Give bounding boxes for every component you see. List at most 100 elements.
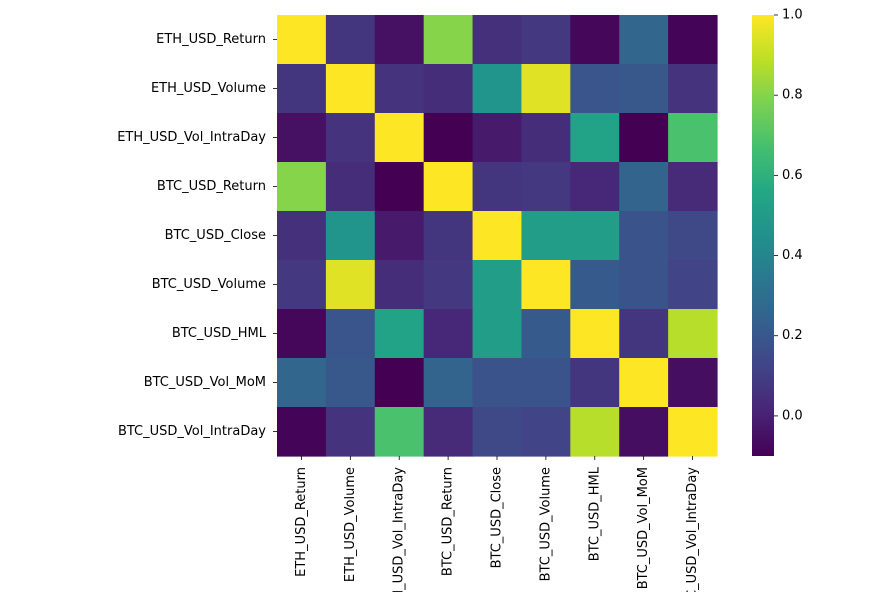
heatmap-cell-2-4	[472, 113, 523, 163]
colorbar-tick-label: 1.0	[782, 8, 803, 23]
heatmap-cell-2-1	[325, 113, 376, 163]
heatmap-cell-7-7	[619, 358, 669, 408]
heatmap-cell-5-1	[325, 260, 376, 310]
row-label: BTC_USD_Vol_MoM	[144, 375, 266, 390]
heatmap-cell-0-0	[277, 15, 327, 65]
heatmap-cells	[277, 15, 718, 457]
heatmap-cell-7-4	[472, 358, 523, 408]
column-label: ETH_USD_Return	[294, 467, 309, 577]
row-label: BTC_USD_Volume	[152, 277, 266, 292]
colorbar-tick-label: 0.0	[782, 408, 803, 423]
heatmap-cell-3-2	[374, 162, 425, 212]
heatmap-cell-6-7	[619, 309, 669, 359]
heatmap-cell-0-2	[374, 15, 425, 65]
heatmap-cell-4-7	[619, 211, 669, 261]
heatmap-cell-0-1	[325, 15, 376, 65]
heatmap-cell-7-5	[521, 358, 571, 408]
heatmap-cell-2-0	[277, 113, 327, 163]
heatmap-cell-2-6	[570, 113, 620, 163]
heatmap-cell-0-7	[619, 15, 669, 65]
heatmap-cell-4-0	[277, 211, 327, 261]
heatmap-cell-7-6	[570, 358, 620, 408]
heatmap-cell-8-0	[277, 407, 327, 457]
heatmap-cell-6-6	[570, 309, 620, 359]
heatmap-cell-0-8	[668, 15, 718, 65]
heatmap-cell-3-1	[325, 162, 376, 212]
heatmap-cell-8-6	[570, 407, 620, 457]
colorbar-gradient	[752, 15, 774, 456]
heatmap-cell-8-2	[374, 407, 425, 457]
column-label: ETH_USD_Vol_IntraDay	[392, 467, 407, 592]
heatmap-cell-8-3	[423, 407, 474, 457]
row-label: BTC_USD_Vol_IntraDay	[118, 424, 266, 439]
heatmap-cell-1-8	[668, 64, 718, 114]
heatmap-cell-5-6	[570, 260, 620, 310]
heatmap-cell-4-4	[472, 211, 523, 261]
heatmap-cell-0-5	[521, 15, 571, 65]
heatmap-cell-8-8	[668, 407, 718, 457]
heatmap-cell-4-2	[374, 211, 425, 261]
heatmap-cell-1-0	[277, 64, 327, 114]
heatmap-cell-7-2	[374, 358, 425, 408]
heatmap-cell-5-0	[277, 260, 327, 310]
colorbar-tick-label: 0.2	[782, 328, 803, 343]
heatmap-cell-3-8	[668, 162, 718, 212]
column-label: BTC_USD_Return	[441, 467, 456, 576]
heatmap-cell-7-0	[277, 358, 327, 408]
colorbar-tick-label: 0.4	[782, 248, 803, 263]
row-label: BTC_USD_Close	[165, 228, 266, 243]
heatmap-cell-2-3	[423, 113, 474, 163]
heatmap-cell-6-2	[374, 309, 425, 359]
row-label: BTC_USD_HML	[172, 326, 267, 341]
heatmap-cell-4-1	[325, 211, 376, 261]
row-label: ETH_USD_Return	[156, 32, 266, 47]
heatmap-cell-5-2	[374, 260, 425, 310]
heatmap-cell-1-6	[570, 64, 620, 114]
heatmap-cell-7-8	[668, 358, 718, 408]
colorbar: 0.0 0.2 0.4 0.6 0.8 1.0	[752, 8, 803, 456]
heatmap-cell-1-2	[374, 64, 425, 114]
row-label: ETH_USD_Volume	[151, 81, 266, 96]
row-label: ETH_USD_Vol_IntraDay	[117, 130, 266, 145]
column-label: BTC_USD_Vol_MoM	[636, 467, 651, 589]
colorbar-tick-label: 0.8	[782, 88, 803, 103]
heatmap-cell-3-3	[423, 162, 474, 212]
heatmap-cell-5-5	[521, 260, 571, 310]
heatmap-cell-1-5	[521, 64, 571, 114]
heatmap-cell-2-5	[521, 113, 571, 163]
column-label: ETH_USD_Volume	[343, 467, 358, 582]
column-tick-labels: ETH_USD_Return ETH_USD_Volume ETH_USD_Vol_…	[294, 456, 700, 592]
heatmap-cell-7-1	[325, 358, 376, 408]
heatmap-cell-5-8	[668, 260, 718, 310]
heatmap-cell-6-4	[472, 309, 523, 359]
heatmap-cell-8-4	[472, 407, 523, 457]
column-label: BTC_USD_Vol_IntraDay	[685, 467, 700, 592]
row-label: BTC_USD_Return	[157, 179, 266, 194]
column-label: BTC_USD_HML	[587, 466, 602, 561]
heatmap-cell-6-8	[668, 309, 718, 359]
colorbar-tick-label: 0.6	[782, 168, 803, 183]
heatmap-cell-3-5	[521, 162, 571, 212]
heatmap-cell-2-2	[374, 113, 425, 163]
heatmap-cell-7-3	[423, 358, 474, 408]
row-tick-labels: ETH_USD_Return ETH_USD_Volume ETH_USD_Vol_…	[117, 32, 277, 439]
heatmap-cell-1-3	[423, 64, 474, 114]
heatmap-cell-3-4	[472, 162, 523, 212]
heatmap-cell-0-3	[423, 15, 474, 65]
heatmap-cell-6-3	[423, 309, 474, 359]
heatmap-cell-4-5	[521, 211, 571, 261]
heatmap-cell-6-0	[277, 309, 327, 359]
heatmap-cell-8-1	[325, 407, 376, 457]
heatmap-cell-3-7	[619, 162, 669, 212]
heatmap-cell-6-1	[325, 309, 376, 359]
heatmap-cell-5-4	[472, 260, 523, 310]
heatmap-cell-5-3	[423, 260, 474, 310]
heatmap-cell-0-6	[570, 15, 620, 65]
heatmap-cell-2-8	[668, 113, 718, 163]
heatmap-cell-3-0	[277, 162, 327, 212]
heatmap-cell-4-8	[668, 211, 718, 261]
heatmap-cell-4-6	[570, 211, 620, 261]
heatmap-cell-5-7	[619, 260, 669, 310]
